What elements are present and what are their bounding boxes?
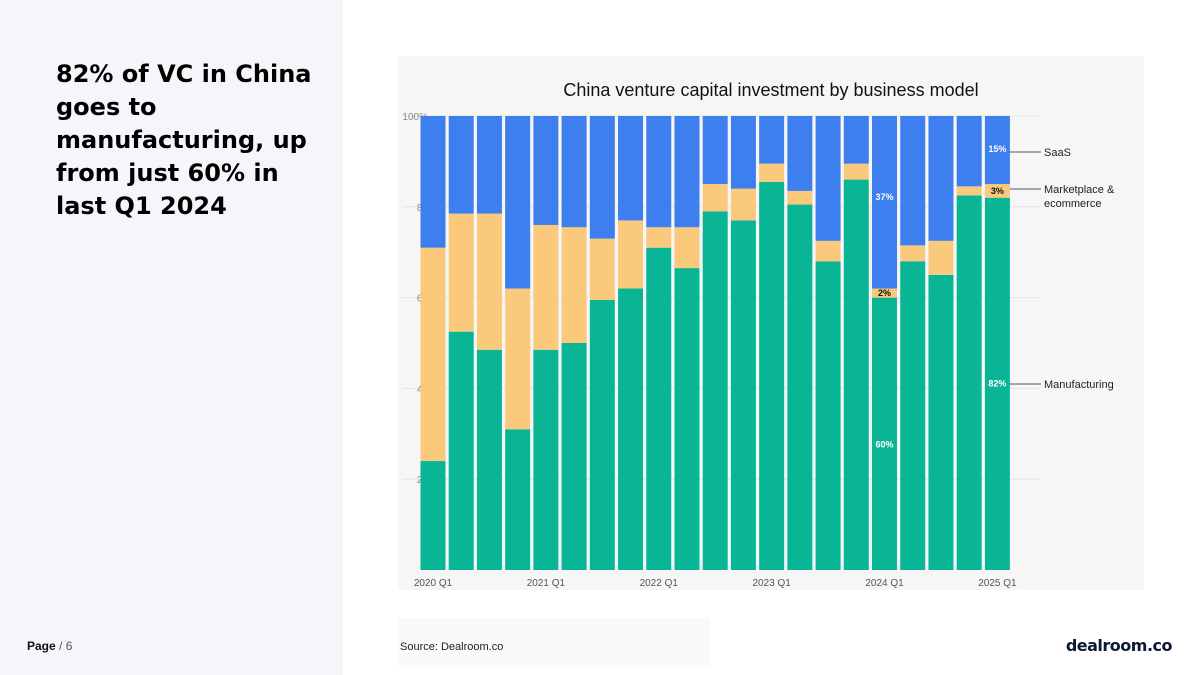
bar-segment-marketplace-ecommerce — [589, 238, 615, 300]
bar-segment-manufacturing — [420, 461, 446, 570]
bar-segment-manufacturing — [533, 349, 559, 570]
bar-segment-manufacturing — [956, 195, 982, 570]
bar-segment-manufacturing — [984, 197, 1010, 570]
bar-segment-manufacturing — [900, 261, 926, 570]
bar-segment-saas — [476, 116, 502, 214]
bar-segment-manufacturing — [843, 179, 869, 570]
bar-segment-saas — [843, 116, 869, 164]
data-label: 2% — [878, 288, 891, 298]
x-tick-label: 2025 Q1 — [978, 578, 1017, 589]
dealroom-logo: dealroom.co — [1065, 636, 1173, 655]
bar-segment-marketplace-ecommerce — [618, 220, 644, 289]
x-tick-label: 2020 Q1 — [414, 578, 453, 589]
data-label: 15% — [988, 144, 1006, 154]
bar-segment-marketplace-ecommerce — [420, 247, 446, 462]
bar-segment-manufacturing — [618, 288, 644, 570]
bar-segment-marketplace-ecommerce — [900, 245, 926, 262]
bar-segment-marketplace-ecommerce — [505, 288, 531, 430]
page-separator: / — [59, 639, 63, 653]
bar-segment-marketplace-ecommerce — [448, 213, 474, 332]
data-labels: 37% 2% 60% 15% 3% 82% — [876, 144, 1007, 450]
bar-segment-manufacturing — [759, 181, 785, 570]
source-box — [398, 618, 710, 668]
bar-segment-saas — [618, 116, 644, 221]
bar-segment-saas — [674, 116, 700, 228]
bar-segment-marketplace-ecommerce — [674, 227, 700, 269]
bar-segment-manufacturing — [730, 220, 756, 571]
bar-segment-manufacturing — [787, 204, 813, 570]
chart-title: China venture capital investment by busi… — [563, 80, 978, 100]
legend-line: SaaS — [1044, 147, 1071, 159]
page-indicator: Page / 6 — [27, 639, 72, 653]
bar-segment-manufacturing — [674, 268, 700, 570]
left-panel — [0, 0, 343, 675]
legend-line: Marketplace & — [1044, 184, 1115, 196]
x-axis-ticks: 2020 Q1 2021 Q1 2022 Q1 2023 Q1 2024 Q1 2025 … — [414, 578, 1017, 589]
data-label: 60% — [876, 440, 894, 450]
bar-segment-saas — [448, 116, 474, 214]
bar-segment-marketplace-ecommerce — [928, 240, 954, 275]
bar-segment-marketplace-ecommerce — [872, 288, 898, 298]
bar-segment-manufacturing — [561, 343, 587, 570]
bar-segment-manufacturing — [928, 274, 954, 570]
bar-segment-marketplace-ecommerce — [533, 224, 559, 350]
bar-segment-saas — [646, 116, 672, 228]
bars — [420, 116, 1010, 571]
x-tick-label: 2022 Q1 — [640, 578, 679, 589]
legend-label-manufacturing: Manufacturing — [1044, 379, 1114, 391]
bar-segment-marketplace-ecommerce — [984, 184, 1010, 198]
bar-segment-saas — [984, 116, 1010, 185]
bar-segment-manufacturing — [505, 429, 531, 570]
data-label: 37% — [876, 192, 894, 202]
bar-segment-saas — [730, 116, 756, 189]
bar-segment-saas — [420, 116, 446, 248]
bar-segment-manufacturing — [646, 247, 672, 570]
bar-segment-manufacturing — [448, 331, 474, 570]
bar-segment-marketplace-ecommerce — [476, 213, 502, 350]
bar-segment-marketplace-ecommerce — [646, 227, 672, 248]
bar-segment-manufacturing — [702, 211, 728, 570]
bar-segment-saas — [533, 116, 559, 225]
bar-segment-manufacturing — [815, 261, 841, 570]
bar-segment-saas — [759, 116, 785, 164]
data-label: 82% — [988, 379, 1006, 389]
bar-segment-saas — [956, 116, 982, 187]
y-tick-label: 100% — [402, 112, 428, 123]
bar-segment-marketplace-ecommerce — [561, 227, 587, 343]
bar-segment-saas — [561, 116, 587, 228]
bar-segment-saas — [589, 116, 615, 239]
bar-segment-marketplace-ecommerce — [787, 190, 813, 205]
legend-line: ecommerce — [1044, 198, 1101, 210]
bar-segment-saas — [702, 116, 728, 185]
x-tick-label: 2024 Q1 — [865, 578, 904, 589]
bar-segment-manufacturing — [872, 297, 898, 570]
bar-segment-saas — [872, 116, 898, 289]
bar-segment-marketplace-ecommerce — [843, 163, 869, 180]
headline: 82% of VC in China goes to manufacturing… — [56, 60, 312, 220]
page-number: 6 — [65, 639, 73, 653]
source-note: Source: Dealroom.co — [400, 641, 504, 653]
bar-segment-manufacturing — [589, 299, 615, 570]
legend-label-marketplace-ecommerce: Marketplace & ecommerce — [1044, 184, 1115, 210]
legend-label-saas: SaaS — [1044, 147, 1071, 159]
x-tick-label: 2023 Q1 — [752, 578, 791, 589]
legend-line: Manufacturing — [1044, 379, 1114, 391]
bar-segment-manufacturing — [476, 349, 502, 570]
bar-segment-saas — [505, 116, 531, 289]
page-label: Page — [27, 639, 56, 653]
bar-segment-marketplace-ecommerce — [815, 240, 841, 262]
data-label: 3% — [991, 186, 1004, 196]
bar-segment-saas — [900, 116, 926, 246]
bar-segment-marketplace-ecommerce — [730, 188, 756, 221]
bar-segment-marketplace-ecommerce — [702, 184, 728, 212]
bar-segment-marketplace-ecommerce — [956, 186, 982, 196]
bar-segment-saas — [787, 116, 813, 191]
bar-segment-marketplace-ecommerce — [759, 163, 785, 182]
bar-segment-saas — [928, 116, 954, 241]
legend: SaaS Marketplace & ecommerce Manufacturing — [1009, 147, 1115, 391]
x-tick-label: 2021 Q1 — [527, 578, 566, 589]
bar-segment-saas — [815, 116, 841, 241]
